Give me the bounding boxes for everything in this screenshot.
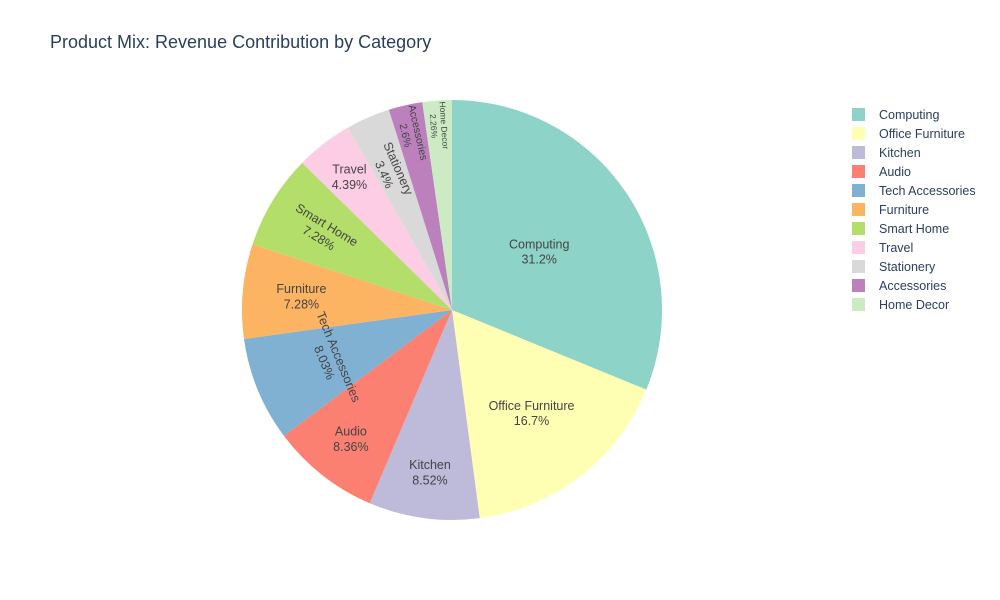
legend-label: Office Furniture xyxy=(879,126,965,141)
pie-slice-computing[interactable] xyxy=(452,100,663,390)
legend-label: Audio xyxy=(879,164,911,179)
legend-label: Stationery xyxy=(879,259,936,274)
pie-slice-travel[interactable] xyxy=(302,127,452,310)
legend-label: Computing xyxy=(879,107,940,122)
slice-label-office-furniture: Office Furniture 16.7% xyxy=(489,399,575,428)
legend-swatch xyxy=(852,127,865,140)
slice-label-kitchen: Kitchen 8.52% xyxy=(409,458,451,487)
pie-slice-kitchen[interactable] xyxy=(369,310,480,520)
legend-item-kitchen[interactable]: Kitchen xyxy=(852,143,976,162)
slice-label-furniture: Furniture 7.28% xyxy=(276,282,326,311)
legend-swatch xyxy=(852,108,865,121)
legend-item-stationery[interactable]: Stationery xyxy=(852,257,976,276)
legend-item-office-furniture[interactable]: Office Furniture xyxy=(852,124,976,143)
slice-label-home-decor: Home Decor2.26% xyxy=(427,101,451,150)
legend-swatch xyxy=(852,279,865,292)
slice-label-audio: Audio 8.36% xyxy=(333,425,368,454)
legend-label: Accessories xyxy=(879,278,947,293)
pie-slice-tech-accessories[interactable] xyxy=(244,310,452,436)
pie-slice-smart-home[interactable] xyxy=(252,162,452,310)
legend-item-furniture[interactable]: Furniture xyxy=(852,200,976,219)
legend-swatch xyxy=(852,184,865,197)
legend-label: Furniture xyxy=(879,202,930,217)
legend-swatch xyxy=(852,241,865,254)
legend-swatch xyxy=(852,260,865,273)
legend-label: Kitchen xyxy=(879,145,921,160)
legend: Computing Office Furniture Kitchen Audio Tec… xyxy=(852,105,976,314)
pie-slice-audio[interactable] xyxy=(283,310,452,504)
legend-item-home-decor[interactable]: Home Decor xyxy=(852,295,976,314)
slice-label-travel: Travel 4.39% xyxy=(332,163,367,192)
legend-swatch xyxy=(852,165,865,178)
legend-swatch xyxy=(852,146,865,159)
legend-item-travel[interactable]: Travel xyxy=(852,238,976,257)
legend-item-accessories[interactable]: Accessories xyxy=(852,276,976,295)
legend-item-computing[interactable]: Computing xyxy=(852,105,976,124)
legend-label: Travel xyxy=(879,240,914,255)
legend-swatch xyxy=(852,222,865,235)
chart-title: Product Mix: Revenue Contribution by Cat… xyxy=(50,32,432,52)
pie-slice-stationery[interactable] xyxy=(347,109,452,310)
legend-label: Tech Accessories xyxy=(879,183,976,198)
pie-slice-furniture[interactable] xyxy=(242,244,452,339)
legend-label: Home Decor xyxy=(879,297,950,312)
legend-item-tech-accessories[interactable]: Tech Accessories xyxy=(852,181,976,200)
slice-label-computing: Computing 31.2% xyxy=(509,237,569,266)
legend-label: Smart Home xyxy=(879,221,950,236)
pie-slice-home-decor[interactable] xyxy=(422,100,452,310)
pie-slice-office-furniture[interactable] xyxy=(452,310,647,519)
legend-swatch xyxy=(852,298,865,311)
legend-item-audio[interactable]: Audio xyxy=(852,162,976,181)
pie-slice-accessories[interactable] xyxy=(388,102,452,310)
legend-swatch xyxy=(852,203,865,216)
legend-item-smart-home[interactable]: Smart Home xyxy=(852,219,976,238)
